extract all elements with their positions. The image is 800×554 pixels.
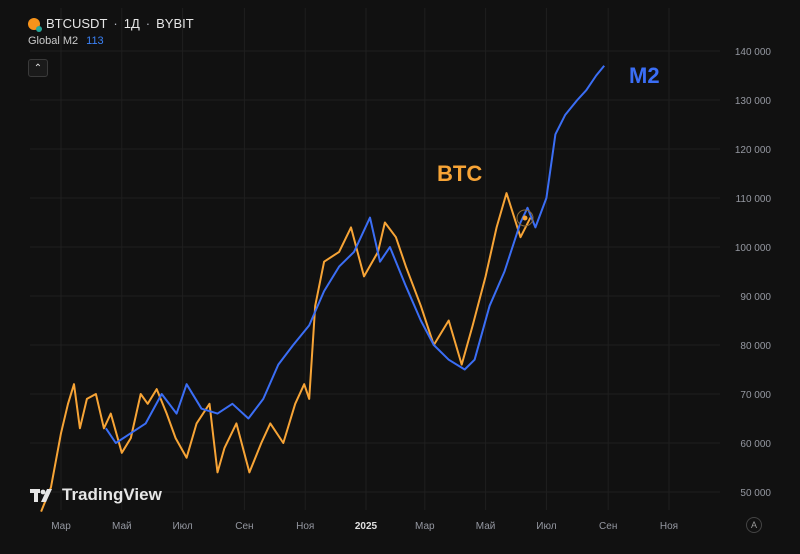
x-tick-label: Мар xyxy=(51,521,71,532)
x-tick-label: Мар xyxy=(415,521,435,532)
x-tick-label: Ноя xyxy=(660,521,678,532)
exchange-label: BYBIT xyxy=(156,16,194,31)
y-tick-label: 80 000 xyxy=(740,341,771,352)
tradingview-icon xyxy=(30,489,52,502)
y-tick-label: 110 000 xyxy=(736,194,772,205)
separator-dot: · xyxy=(113,16,118,31)
x-tick-label: 2025 xyxy=(355,521,378,532)
x-axis: Мар Май Июл Сен Ноя 2025 Мар Май Июл Сен Ноя xyxy=(51,521,678,532)
interval-label[interactable]: 1Д xyxy=(123,16,140,31)
indicator-value: 113 xyxy=(86,35,104,47)
x-tick-label: Май xyxy=(112,521,132,532)
y-tick-label: 140 000 xyxy=(735,47,772,58)
bitcoin-icon xyxy=(28,17,42,32)
chevron-up-icon: ⌃ xyxy=(33,62,43,74)
y-tick-label: 70 000 xyxy=(740,390,771,401)
series-line-btc xyxy=(40,192,532,512)
tradingview-logo[interactable]: TradingView xyxy=(30,485,162,505)
btc-annotation: BTC xyxy=(437,161,482,186)
tradingview-wordmark: TradingView xyxy=(62,485,162,504)
y-axis: 50 000 60 000 70 000 80 000 90 000 100 000 110… xyxy=(735,47,772,499)
y-tick-label: 100 000 xyxy=(735,243,772,254)
series-line-m2 xyxy=(105,65,605,444)
grid xyxy=(30,8,720,510)
m2-annotation: M2 xyxy=(629,63,660,88)
series-lines xyxy=(40,65,605,512)
collapse-legend-button[interactable]: ⌃ xyxy=(28,59,48,77)
crosshair-dot xyxy=(522,215,528,221)
y-tick-label: 90 000 xyxy=(740,292,771,303)
auto-scale-button[interactable]: A xyxy=(746,517,762,533)
x-tick-label: Июл xyxy=(172,521,192,532)
y-tick-label: 50 000 xyxy=(740,488,771,499)
crosshair-marker xyxy=(516,209,534,227)
x-tick-label: Сен xyxy=(599,521,617,532)
indicator-row[interactable]: Global M2 113 xyxy=(28,35,194,47)
x-tick-label: Май xyxy=(476,521,496,532)
x-tick-label: Ноя xyxy=(296,521,314,532)
separator-dot: · xyxy=(145,16,151,31)
y-tick-label: 60 000 xyxy=(740,439,771,450)
x-tick-label: Июл xyxy=(536,521,556,532)
x-tick-label: Сен xyxy=(235,521,253,532)
y-tick-label: 130 000 xyxy=(735,96,772,107)
auto-scale-label: A xyxy=(750,520,757,530)
indicator-name[interactable]: Global M2 xyxy=(28,35,79,47)
y-tick-label: 120 000 xyxy=(735,145,772,156)
